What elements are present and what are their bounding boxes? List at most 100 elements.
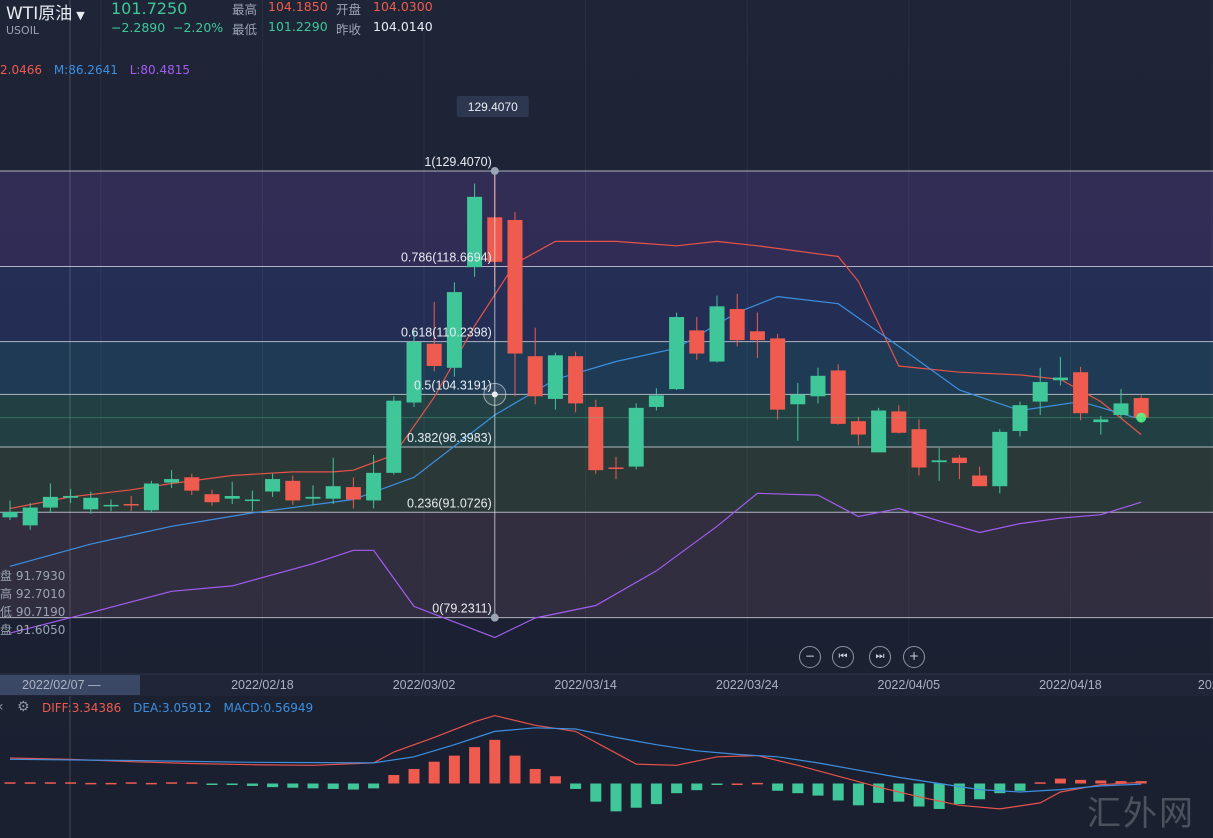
macd-bar — [832, 783, 844, 801]
fib-label: 0.5(104.3191) — [414, 378, 492, 392]
fib-label: 0.382(98.3983) — [407, 431, 492, 445]
candles — [2, 171, 1149, 530]
candle-up — [325, 486, 341, 499]
bollinger-legend: 2.0466 M:86.2641 L:80.4815 — [0, 63, 190, 77]
macd-bar — [307, 783, 319, 789]
fib-label: 1(129.4070) — [424, 155, 491, 169]
macd-bar — [246, 783, 258, 786]
macd-bar — [489, 739, 501, 784]
macd-panel — [4, 714, 1147, 812]
candle-up — [386, 400, 402, 473]
last-price-glow — [1136, 412, 1147, 423]
macd-bar — [792, 783, 804, 794]
macd-diff-line — [9, 714, 1142, 810]
candle-down — [426, 343, 442, 366]
candle-down — [1133, 398, 1149, 418]
macd-bar — [590, 783, 602, 802]
candle-up — [628, 407, 644, 467]
boll-mid-line — [9, 295, 1142, 567]
macd-bar — [428, 761, 440, 784]
macd-bar — [65, 782, 77, 784]
candle-up — [547, 355, 563, 399]
fibonacci-labels: 1(129.4070) 0.786(118.6694) 0.618(110.2398… — [401, 155, 492, 616]
candle-up — [790, 394, 806, 405]
candle-up — [63, 495, 79, 498]
scroll-forward-button[interactable]: ⏭ — [869, 646, 891, 668]
candle-up — [1093, 419, 1109, 423]
x-tick-label: 2022 — [1198, 678, 1213, 692]
x-tick-label: 2022/02/18 — [231, 678, 294, 692]
candle-up — [83, 497, 99, 510]
last-price: 101.7250 — [111, 0, 188, 18]
zoom-in-button[interactable]: + — [903, 646, 925, 668]
candle-up — [103, 504, 119, 507]
collapse-arrow-icon[interactable]: ‹ — [0, 699, 4, 715]
candle-down — [608, 467, 624, 469]
candle-up — [467, 196, 483, 268]
macd-bar — [287, 783, 299, 788]
x-tick-label: 2022/02/07 — — [22, 678, 101, 692]
macd-histogram-value: MACD:0.56949 — [223, 701, 314, 715]
macd-bar — [388, 775, 400, 784]
ohlc-close: 盘 91.6050 — [0, 623, 66, 637]
dropdown-caret-icon: ▼ — [76, 9, 85, 22]
settings-gear-icon[interactable]: ⚙ — [17, 699, 30, 715]
candle-down — [951, 457, 967, 464]
fib-band — [0, 266, 1213, 342]
candle-up — [931, 460, 947, 463]
macd-bar — [44, 782, 56, 784]
ohlc-low: 低 90.7190 — [0, 605, 66, 619]
candle-down — [850, 421, 866, 435]
candle-up — [1012, 405, 1028, 431]
macd-bar — [509, 755, 521, 784]
x-axis: 2022/02/07 — 2022/02/18 2022/03/02 2022/03/… — [0, 673, 1213, 696]
macd-bar — [408, 768, 420, 784]
x-tick-label: 2022/03/02 — [393, 678, 456, 692]
macd-bar — [105, 782, 117, 785]
symbol-code: USOIL — [6, 24, 40, 37]
macd-bar — [852, 783, 864, 806]
macd-bar — [873, 783, 885, 803]
macd-bar — [893, 783, 905, 802]
fib-band — [0, 447, 1213, 513]
candle-down — [184, 477, 200, 491]
macd-bar — [913, 783, 925, 807]
macd-bar — [186, 782, 198, 784]
candle-down — [830, 370, 846, 424]
low-value: 101.2290 — [268, 19, 328, 34]
open-label: 开盘 — [336, 2, 362, 17]
fib-band — [0, 512, 1213, 618]
x-axis-cursor-box — [0, 675, 140, 695]
candle-down — [507, 219, 523, 354]
zoom-out-button[interactable]: − — [799, 646, 821, 668]
candle-down — [588, 406, 604, 471]
fib-label: 0.786(118.6694) — [401, 251, 492, 265]
macd-dea-value: DEA:3.05912 — [133, 701, 212, 715]
candle-up — [265, 479, 281, 492]
bollinger-bands — [9, 240, 1142, 639]
crosshair-bottom-dot — [490, 613, 499, 622]
boll-mid-value: M:86.2641 — [53, 63, 118, 77]
macd-bar — [570, 783, 582, 789]
symbol-selector[interactable]: WTI原油 ▼ — [6, 0, 85, 24]
macd-bar — [166, 782, 178, 784]
candle-up — [1052, 377, 1068, 381]
macd-bar — [772, 783, 784, 791]
candle-up — [224, 495, 240, 499]
candle-up — [42, 496, 58, 508]
boll-lower-value: L:80.4815 — [129, 63, 191, 77]
macd-bar — [994, 783, 1006, 794]
fib-band — [0, 170, 1213, 267]
macd-bar — [671, 783, 683, 794]
macd-bar — [448, 755, 460, 784]
candle-up — [1032, 382, 1048, 402]
scroll-back-button[interactable]: ⏮ — [832, 646, 854, 668]
candle-up — [871, 410, 887, 453]
fibonacci-lines — [0, 170, 1213, 619]
fib-label: 0.236(91.0726) — [407, 496, 492, 510]
macd-bar — [24, 782, 36, 784]
fib-label: 0.618(110.2398) — [401, 326, 492, 340]
x-tick-label: 2022/04/18 — [1039, 678, 1102, 692]
candle-down — [770, 338, 786, 410]
